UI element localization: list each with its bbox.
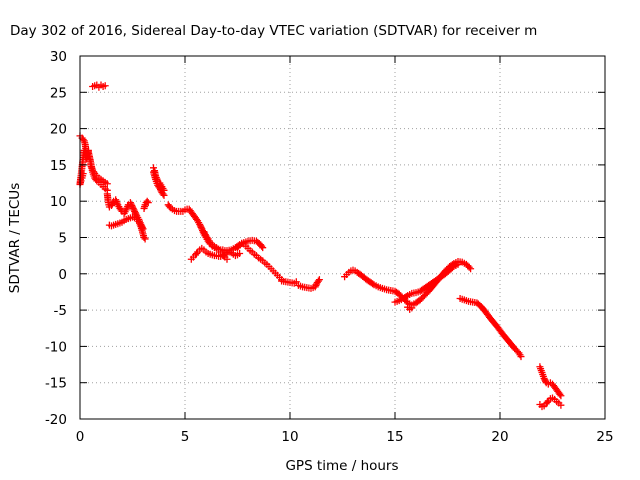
data-point-marker xyxy=(258,242,266,250)
data-points xyxy=(76,81,565,411)
x-tick-label: 0 xyxy=(76,429,85,445)
data-point-marker xyxy=(193,249,201,257)
y-tick-label: -5 xyxy=(54,303,67,319)
data-point-marker xyxy=(292,278,300,286)
x-axis-label: GPS time / hours xyxy=(285,458,398,474)
y-tick-label: 10 xyxy=(50,194,67,210)
y-tick-label: 25 xyxy=(50,85,67,101)
data-point-marker xyxy=(236,249,244,257)
y-tick-label: 20 xyxy=(50,122,67,138)
y-tick-label: 15 xyxy=(50,158,67,174)
data-point-marker xyxy=(557,392,565,400)
data-point-marker xyxy=(517,353,525,361)
data-point-marker xyxy=(314,277,322,285)
y-tick-label: -20 xyxy=(45,412,67,428)
data-point-marker xyxy=(259,244,267,252)
x-tick-label: 15 xyxy=(386,429,403,445)
x-tick-label: 20 xyxy=(491,429,508,445)
data-point-marker xyxy=(467,265,475,273)
x-tick-label: 10 xyxy=(281,429,298,445)
data-point-marker xyxy=(543,398,551,406)
y-tick-label: -15 xyxy=(45,376,67,392)
data-point-marker xyxy=(408,304,416,312)
grid-lines xyxy=(80,56,605,419)
x-tick-label: 25 xyxy=(596,429,613,445)
data-point-marker xyxy=(223,255,231,263)
data-point-marker xyxy=(140,234,148,241)
data-point-marker xyxy=(454,260,462,268)
y-tick-label: -10 xyxy=(45,339,67,355)
y-tick-label: 0 xyxy=(58,267,67,283)
data-point-marker xyxy=(143,197,151,205)
y-axis-label: SDTVAR / TECUs xyxy=(7,183,23,293)
data-point-marker xyxy=(160,191,168,199)
x-tick-label: 5 xyxy=(181,429,190,445)
y-tick-label: 30 xyxy=(50,49,67,65)
chart-title: Day 302 of 2016, Sidereal Day-to-day VTE… xyxy=(10,23,537,39)
data-point-marker xyxy=(79,135,87,143)
plot-frame xyxy=(79,55,606,420)
data-point-marker xyxy=(103,180,111,188)
data-point-marker xyxy=(101,82,109,90)
data-point-marker xyxy=(220,252,228,260)
data-point-marker xyxy=(315,276,323,284)
data-point-marker xyxy=(144,199,152,207)
data-point-marker xyxy=(556,390,564,398)
data-point-marker xyxy=(197,223,205,231)
data-point-marker xyxy=(79,170,87,178)
data-point-marker xyxy=(159,190,167,198)
axis-tick-labels: 0 5 10 15 20 25 -20 -15 -10 -5 0 5 10 15 20 25 30 xyxy=(45,49,614,445)
y-tick-label: 5 xyxy=(58,231,67,247)
data-point-marker xyxy=(465,263,473,271)
data-point-marker xyxy=(557,401,565,409)
data-point-marker xyxy=(141,235,149,243)
axis-ticks xyxy=(79,55,606,420)
